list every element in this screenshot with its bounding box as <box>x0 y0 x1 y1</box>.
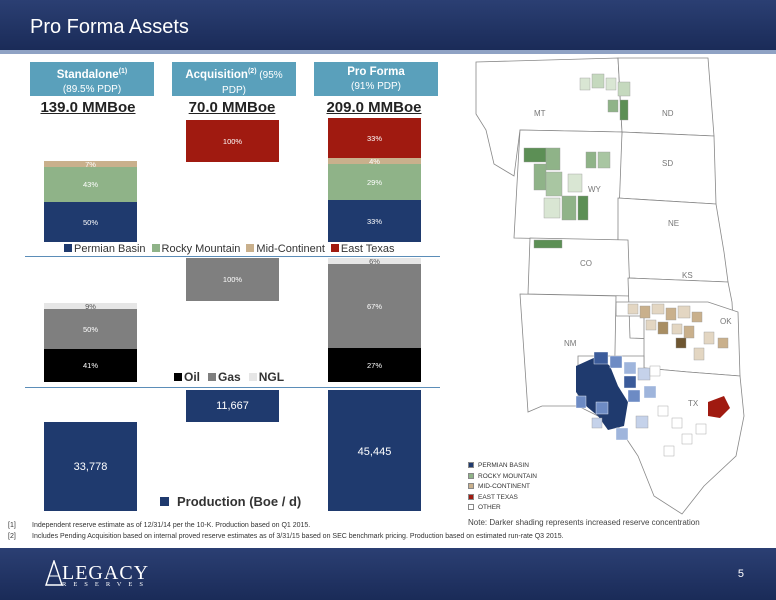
state-label-nd: ND <box>662 109 674 118</box>
legend-oil: Oil <box>174 370 200 384</box>
header-divider <box>0 50 776 54</box>
column-header-pro-forma: Pro Forma (91% PDP) <box>314 62 438 96</box>
state-nd <box>617 57 715 137</box>
bar-standalone-midcon: 7% <box>44 160 137 169</box>
map-legend-midcon: MID-CONTINENT <box>468 482 537 493</box>
bar-production-pro-forma: 45,445 <box>328 390 421 511</box>
bar-pro-forma-rocky: 29% <box>328 164 421 200</box>
east-texas-counties <box>708 396 730 418</box>
footnotes: [1] Independent reserve estimate as of 12… <box>8 520 564 542</box>
bar-production-acquisition: 11,667 <box>186 390 279 422</box>
footnote-2: [2] Includes Pending Acquisition based on… <box>8 533 564 540</box>
state-label-ne: NE <box>668 219 679 228</box>
bar-pro-forma-permian: 33% <box>328 200 421 242</box>
commodity-legend: Oil Gas NGL <box>174 370 284 384</box>
logo-derrick-icon <box>45 560 63 586</box>
total-standalone: 139.0 MMBoe <box>40 99 136 116</box>
page-number: 5 <box>737 568 744 580</box>
legend-rocky: Rocky Mountain <box>151 243 240 255</box>
separator-line <box>25 387 440 388</box>
mid-continent-counties <box>627 303 729 361</box>
bar-standalone-oil: 41% <box>44 349 137 382</box>
state-label-wy: WY <box>588 185 602 194</box>
legend-ngl: NGL <box>248 370 284 384</box>
legend-gas: Gas <box>208 370 241 384</box>
state-ne <box>617 197 729 283</box>
state-label-sd: SD <box>662 159 673 168</box>
map-legend-permian: PERMIAN BASIN <box>468 461 537 472</box>
separator-line <box>25 256 440 257</box>
map-legend-east-texas: EAST TEXAS <box>468 493 537 504</box>
permian-basin-counties <box>575 351 657 441</box>
us-map: MT ND SD WY NE CO KS OK NM TX <box>468 56 774 516</box>
column-header-acquisition: Acquisition(2) (95% PDP) <box>172 62 296 96</box>
logo-subtext: RESERVES <box>62 581 150 588</box>
bar-acquisition-gas: 100% <box>186 258 279 301</box>
bar-pro-forma-east-texas: 33% <box>328 118 421 158</box>
state-label-mt: MT <box>534 109 546 118</box>
logo-text: LEGACY <box>62 562 150 584</box>
bar-standalone-rocky: 43% <box>44 167 137 202</box>
map-legend-rocky: ROCKY MOUNTAIN <box>468 472 537 483</box>
header-band <box>0 0 776 50</box>
rocky-mountain-counties <box>523 73 631 249</box>
legend-midcon: Mid-Continent <box>246 243 325 255</box>
slide-title: Pro Forma Assets <box>30 16 189 38</box>
total-pro-forma: 209.0 MMBoe <box>326 99 422 116</box>
bar-pro-forma-ngl: 6% <box>328 257 421 266</box>
state-label-ks: KS <box>682 271 693 280</box>
state-label-nm: NM <box>564 339 577 348</box>
state-label-tx: TX <box>688 399 699 408</box>
bar-acquisition-east-texas: 100% <box>186 120 279 162</box>
bar-standalone-ngl: 9% <box>44 302 137 311</box>
map-note: Note: Darker shading represents increase… <box>468 518 700 527</box>
bar-pro-forma-midcon: 4% <box>328 157 421 166</box>
footer-band <box>0 548 776 600</box>
bar-pro-forma-oil: 27% <box>328 348 421 382</box>
map-legend-other: OTHER <box>468 503 537 514</box>
other-counties <box>649 365 707 457</box>
total-acquisition: 70.0 MMBoe <box>188 99 276 116</box>
column-header-standalone: Standalone(1) (89.5% PDP) <box>30 62 154 96</box>
legend-permian: Permian Basin <box>64 243 146 255</box>
map-svg: MT ND SD WY NE CO KS OK NM TX <box>475 57 745 515</box>
bar-production-standalone: 33,778 <box>44 422 137 511</box>
state-label-ok: OK <box>720 317 732 326</box>
map-legend: PERMIAN BASIN ROCKY MOUNTAIN MID-CONTINE… <box>468 461 537 514</box>
state-sd <box>617 131 717 205</box>
bar-standalone-permian: 50% <box>44 202 137 242</box>
bar-standalone-gas: 50% <box>44 309 137 349</box>
bar-pro-forma-gas: 67% <box>328 264 421 348</box>
region-legend: Permian Basin Rocky Mountain Mid-Contine… <box>64 243 395 255</box>
footnote-1: [1] Independent reserve estimate as of 12… <box>8 522 311 529</box>
state-label-co: CO <box>580 259 592 268</box>
legend-east-texas: East Texas <box>330 243 395 255</box>
production-legend: Production (Boe / d) <box>160 494 301 509</box>
